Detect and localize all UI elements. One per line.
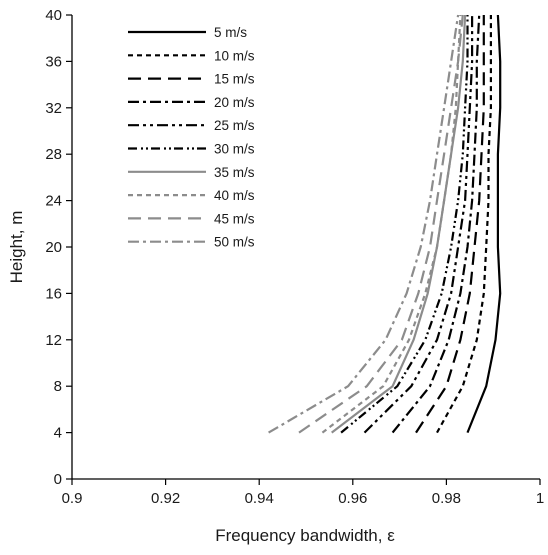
series-line-30-m-s [340, 15, 469, 434]
y-tick-label: 28 [45, 146, 62, 163]
y-tick-label: 20 [45, 239, 62, 256]
y-axis-title: Height, m [7, 211, 26, 284]
y-tick-label: 0 [54, 471, 62, 488]
x-tick-label: 0.92 [151, 490, 180, 507]
series-line-15-m-s [415, 15, 485, 434]
series-line-10-m-s [436, 15, 492, 434]
series-line-25-m-s [363, 15, 474, 434]
x-tick-label: 0.94 [245, 490, 274, 507]
y-tick-label: 4 [54, 425, 62, 442]
legend-label: 10 m/s [214, 48, 255, 63]
legend-label: 5 m/s [214, 25, 247, 40]
axes [66, 14, 541, 485]
legend-label: 30 m/s [214, 142, 255, 157]
x-tick-label: 0.98 [432, 490, 461, 507]
series-line-45-m-s [298, 14, 464, 434]
y-tick-label: 40 [45, 7, 62, 24]
series-line-50-m-s [268, 14, 460, 434]
series-line-40-m-s [321, 14, 462, 434]
y-tick-label: 16 [45, 285, 62, 302]
series-lines [268, 14, 502, 434]
legend: 5 m/s 10 m/s 15 m/s 20 m/s 25 m/s 30 m/s 35 m/… [128, 25, 255, 250]
y-tick-label: 32 [45, 100, 62, 117]
legend-label: 25 m/s [214, 118, 255, 133]
legend-label: 15 m/s [214, 72, 255, 87]
y-tick-label: 36 [45, 53, 62, 70]
x-axis-title: Frequency bandwidth, ε [215, 526, 395, 545]
series-line-35-m-s [331, 14, 467, 434]
y-tick-label: 24 [45, 193, 62, 210]
legend-label: 50 m/s [214, 235, 255, 250]
x-tick-label: 0.96 [338, 490, 367, 507]
series-line-20-m-s [391, 14, 481, 434]
legend-label: 45 m/s [214, 211, 255, 226]
legend-label: 35 m/s [214, 165, 255, 180]
legend-label: 40 m/s [214, 188, 255, 203]
tick-labels: 0.9 0.92 0.94 0.96 0.98 1 0 4 8 12 16 20 24 28 32 36 40 [45, 7, 544, 507]
y-tick-label: 8 [54, 378, 62, 395]
y-tick-label: 12 [45, 332, 62, 349]
x-tick-label: 1 [536, 490, 544, 507]
x-tick-label: 0.9 [62, 490, 83, 507]
legend-label: 20 m/s [214, 95, 255, 110]
series-line-5-m-s [466, 14, 502, 434]
